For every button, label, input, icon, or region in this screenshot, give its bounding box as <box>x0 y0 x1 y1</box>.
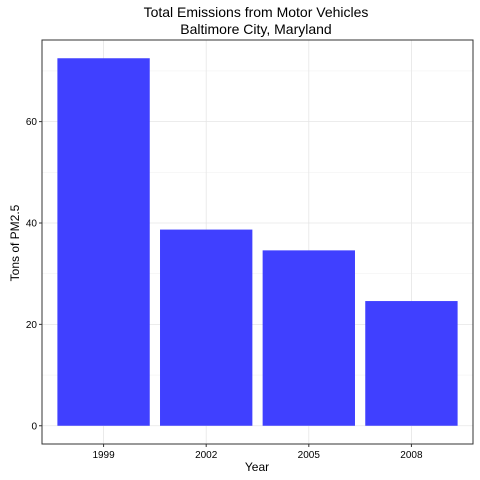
chart-subtitle: Baltimore City, Maryland <box>180 21 331 37</box>
x-tick-label: 2002 <box>195 450 218 461</box>
bar-1999 <box>57 58 150 426</box>
chart-title: Total Emissions from Motor Vehicles <box>144 4 369 20</box>
x-axis-label: Year <box>245 460 269 474</box>
y-tick-label: 0 <box>31 421 37 432</box>
y-tick-label: 20 <box>26 320 38 331</box>
bars <box>57 58 458 426</box>
x-axis: 1999 2002 2005 2008 <box>92 444 423 461</box>
bar-2008 <box>365 301 458 426</box>
plot-panel-border <box>41 39 474 445</box>
bar-2005 <box>262 250 355 426</box>
bar-2002 <box>160 229 253 426</box>
y-tick-label: 60 <box>26 117 38 128</box>
x-tick-label: 1999 <box>92 450 115 461</box>
y-axis-label: Tons of PM2.5 <box>8 204 22 281</box>
x-tick-label: 2008 <box>400 450 423 461</box>
x-tick-label: 2005 <box>298 450 321 461</box>
y-tick-label: 40 <box>26 218 38 229</box>
y-axis: 0 20 40 60 <box>26 117 42 432</box>
